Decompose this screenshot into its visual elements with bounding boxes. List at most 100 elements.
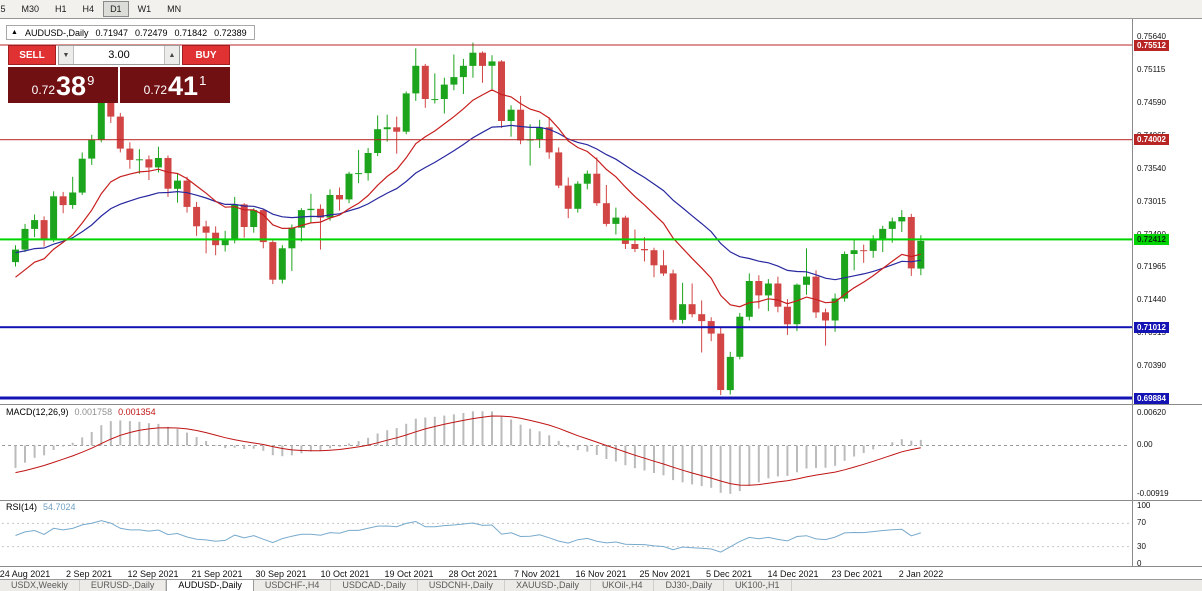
time-axis-label: 30 Sep 2021 (255, 569, 307, 579)
chart-tab-usdchf-h4[interactable]: USDCHF-,H4 (254, 580, 332, 591)
price-axis-tick: 0.70390 (1137, 361, 1166, 371)
rsi-axis-label: 30 (1137, 541, 1146, 551)
price-level-badge[interactable]: 0.69884 (1134, 392, 1169, 404)
ohlc-high: 0.72479 (135, 27, 168, 38)
chart-tab-xauusd-daily[interactable]: XAUUSD-,Daily (505, 580, 591, 591)
price-axis-tick: 0.73015 (1137, 196, 1166, 206)
candles (12, 42, 925, 396)
time-axis-label: 7 Nov 2021 (513, 569, 561, 579)
macd-signal-line (15, 415, 921, 486)
price-axis: 0.756400.751150.745900.740650.735400.730… (1132, 19, 1202, 568)
horizontal-level-lines[interactable] (0, 44, 1132, 400)
macd-axis-label: 0.00620 (1137, 408, 1166, 417)
time-axis-label: 25 Nov 2021 (639, 569, 691, 579)
one-click-trading-panel: SELL ▼ 3.00 ▲ BUY 0.72 38 9 0.72 41 1 (8, 45, 230, 103)
chart-tab-uk100-h1[interactable]: UK100-,H1 (724, 580, 792, 591)
price-axis-tick: 0.70915 (1137, 328, 1166, 338)
chart-tab-dj30-daily[interactable]: DJ30-,Daily (654, 580, 724, 591)
macd-panel-separator[interactable] (0, 404, 1202, 405)
sell-button[interactable]: SELL (8, 45, 56, 65)
time-axis-label: 19 Oct 2021 (384, 569, 434, 579)
timeframe-button-mn[interactable]: MN (167, 4, 182, 14)
caret-down-icon: ▼ (62, 51, 70, 59)
chart-tab-usdx-weekly[interactable]: USDX,Weekly (0, 580, 80, 591)
volume-decrease-button[interactable]: ▼ (59, 46, 74, 64)
price-axis-tick: 0.73540 (1137, 163, 1166, 173)
rsi-axis-label: 100 (1137, 501, 1151, 510)
rsi-value: 54.7024 (43, 502, 76, 512)
time-axis-label: 21 Sep 2021 (191, 569, 243, 579)
buy-button[interactable]: BUY (182, 45, 230, 65)
time-axis-label: 23 Dec 2021 (831, 569, 883, 579)
time-axis-label: 28 Oct 2021 (448, 569, 498, 579)
time-axis-label: 16 Nov 2021 (575, 569, 627, 579)
macd-main-value: 0.001758 (74, 407, 113, 417)
volume-increase-button[interactable]: ▲ (164, 46, 179, 64)
rsi-indicator-header: RSI(14) 54.7024 (6, 502, 76, 512)
timeframe-button-h1[interactable]: H1 (55, 4, 67, 14)
price-axis-tick: 0.71965 (1137, 262, 1166, 272)
timeframe-button-m30[interactable]: M30 (21, 4, 40, 14)
macd-histogram (14, 411, 922, 494)
time-axis-label: 5 Dec 2021 (705, 569, 753, 579)
ohlc-close: 0.72389 (214, 27, 247, 38)
macd-axis-label: 0.00 (1137, 440, 1153, 450)
chart-tabs-bar: USDX,Weekly EURUSD-,Daily AUDUSD-,Daily USD… (0, 579, 1202, 591)
timeframe-toolbar: M15 M30 H1 H4 D1 W1 MN (0, 0, 1202, 19)
macd-indicator-header: MACD(12,26,9) 0.001758 0.001354 (6, 407, 156, 417)
macd-axis-label: -0.00919 (1137, 489, 1169, 498)
price-axis-tick: 0.75115 (1137, 64, 1166, 74)
sell-price-big: 38 (56, 71, 87, 101)
buy-price-big: 41 (168, 71, 199, 101)
timeframe-button-m15[interactable]: M15 (0, 4, 6, 14)
price-axis-tick: 0.71440 (1137, 295, 1166, 305)
buy-price-sup: 1 (199, 73, 207, 88)
time-axis-label: 12 Sep 2021 (127, 569, 179, 579)
rsi-line (15, 520, 921, 553)
price-axis-tick: 0.74590 (1137, 97, 1166, 107)
chart-tab-usdcnh-daily[interactable]: USDCNH-,Daily (418, 580, 505, 591)
macd-label: MACD(12,26,9) (6, 407, 69, 417)
timeframe-button-w1[interactable]: W1 (137, 4, 152, 14)
price-level-badge[interactable]: 0.72412 (1134, 233, 1169, 245)
ohlc-open: 0.71947 (95, 27, 128, 38)
chart-symbol-icon: ▲ (11, 29, 18, 36)
timeframe-button-h4[interactable]: H4 (82, 4, 95, 14)
time-axis-label: 10 Oct 2021 (320, 569, 370, 579)
macd-signal-value: 0.001354 (118, 407, 156, 417)
price-axis-tick: 0.75640 (1137, 31, 1166, 41)
time-axis: 24 Aug 2021 2 Sep 2021 12 Sep 2021 21 Sep 2… (0, 566, 1202, 579)
sell-price-prefix: 0.72 (31, 83, 56, 97)
time-axis-label: 24 Aug 2021 (0, 569, 51, 579)
time-axis-label: 2 Jan 2022 (898, 569, 944, 579)
chart-tab-usdcad-daily[interactable]: USDCAD-,Daily (331, 580, 418, 591)
ma-fast-line (15, 89, 921, 308)
rsi-label: RSI(14) (6, 502, 38, 512)
price-level-badge[interactable]: 0.74002 (1134, 134, 1169, 146)
buy-price-prefix: 0.72 (143, 83, 168, 97)
price-level-badge[interactable]: 0.71012 (1134, 321, 1169, 333)
rsi-axis-label: 70 (1137, 518, 1146, 528)
chart-symbol-label: AUDUSD-,Daily (24, 27, 89, 38)
caret-up-icon: ▲ (168, 51, 176, 59)
rsi-panel-separator[interactable] (0, 500, 1202, 501)
timeframe-button-d1[interactable]: D1 (103, 1, 129, 17)
ma-slow-line (15, 124, 921, 281)
rsi-axis-label: 0 (1137, 559, 1142, 568)
chart-tab-audusd-daily[interactable]: AUDUSD-,Daily (166, 580, 254, 591)
sell-price-button[interactable]: 0.72 38 9 (8, 67, 118, 103)
volume-input[interactable]: 3.00 (108, 49, 130, 61)
price-level-badge[interactable]: 0.75512 (1134, 39, 1169, 51)
time-axis-label: 2 Sep 2021 (65, 569, 113, 579)
sell-price-sup: 9 (87, 73, 95, 88)
buy-price-button[interactable]: 0.72 41 1 (120, 67, 230, 103)
time-axis-label: 14 Dec 2021 (767, 569, 819, 579)
chart-tab-ukoil-h4[interactable]: UKOil-,H4 (591, 580, 655, 591)
volume-stepper: ▼ 3.00 ▲ (58, 45, 180, 65)
ohlc-low: 0.71842 (174, 27, 208, 38)
chart-tab-eurusd-daily[interactable]: EURUSD-,Daily (80, 580, 167, 591)
rsi-level-lines (2, 522, 1130, 548)
chart-ohlc-header: ▲ AUDUSD-,Daily 0.71947 0.72479 0.71842 … (6, 25, 255, 40)
